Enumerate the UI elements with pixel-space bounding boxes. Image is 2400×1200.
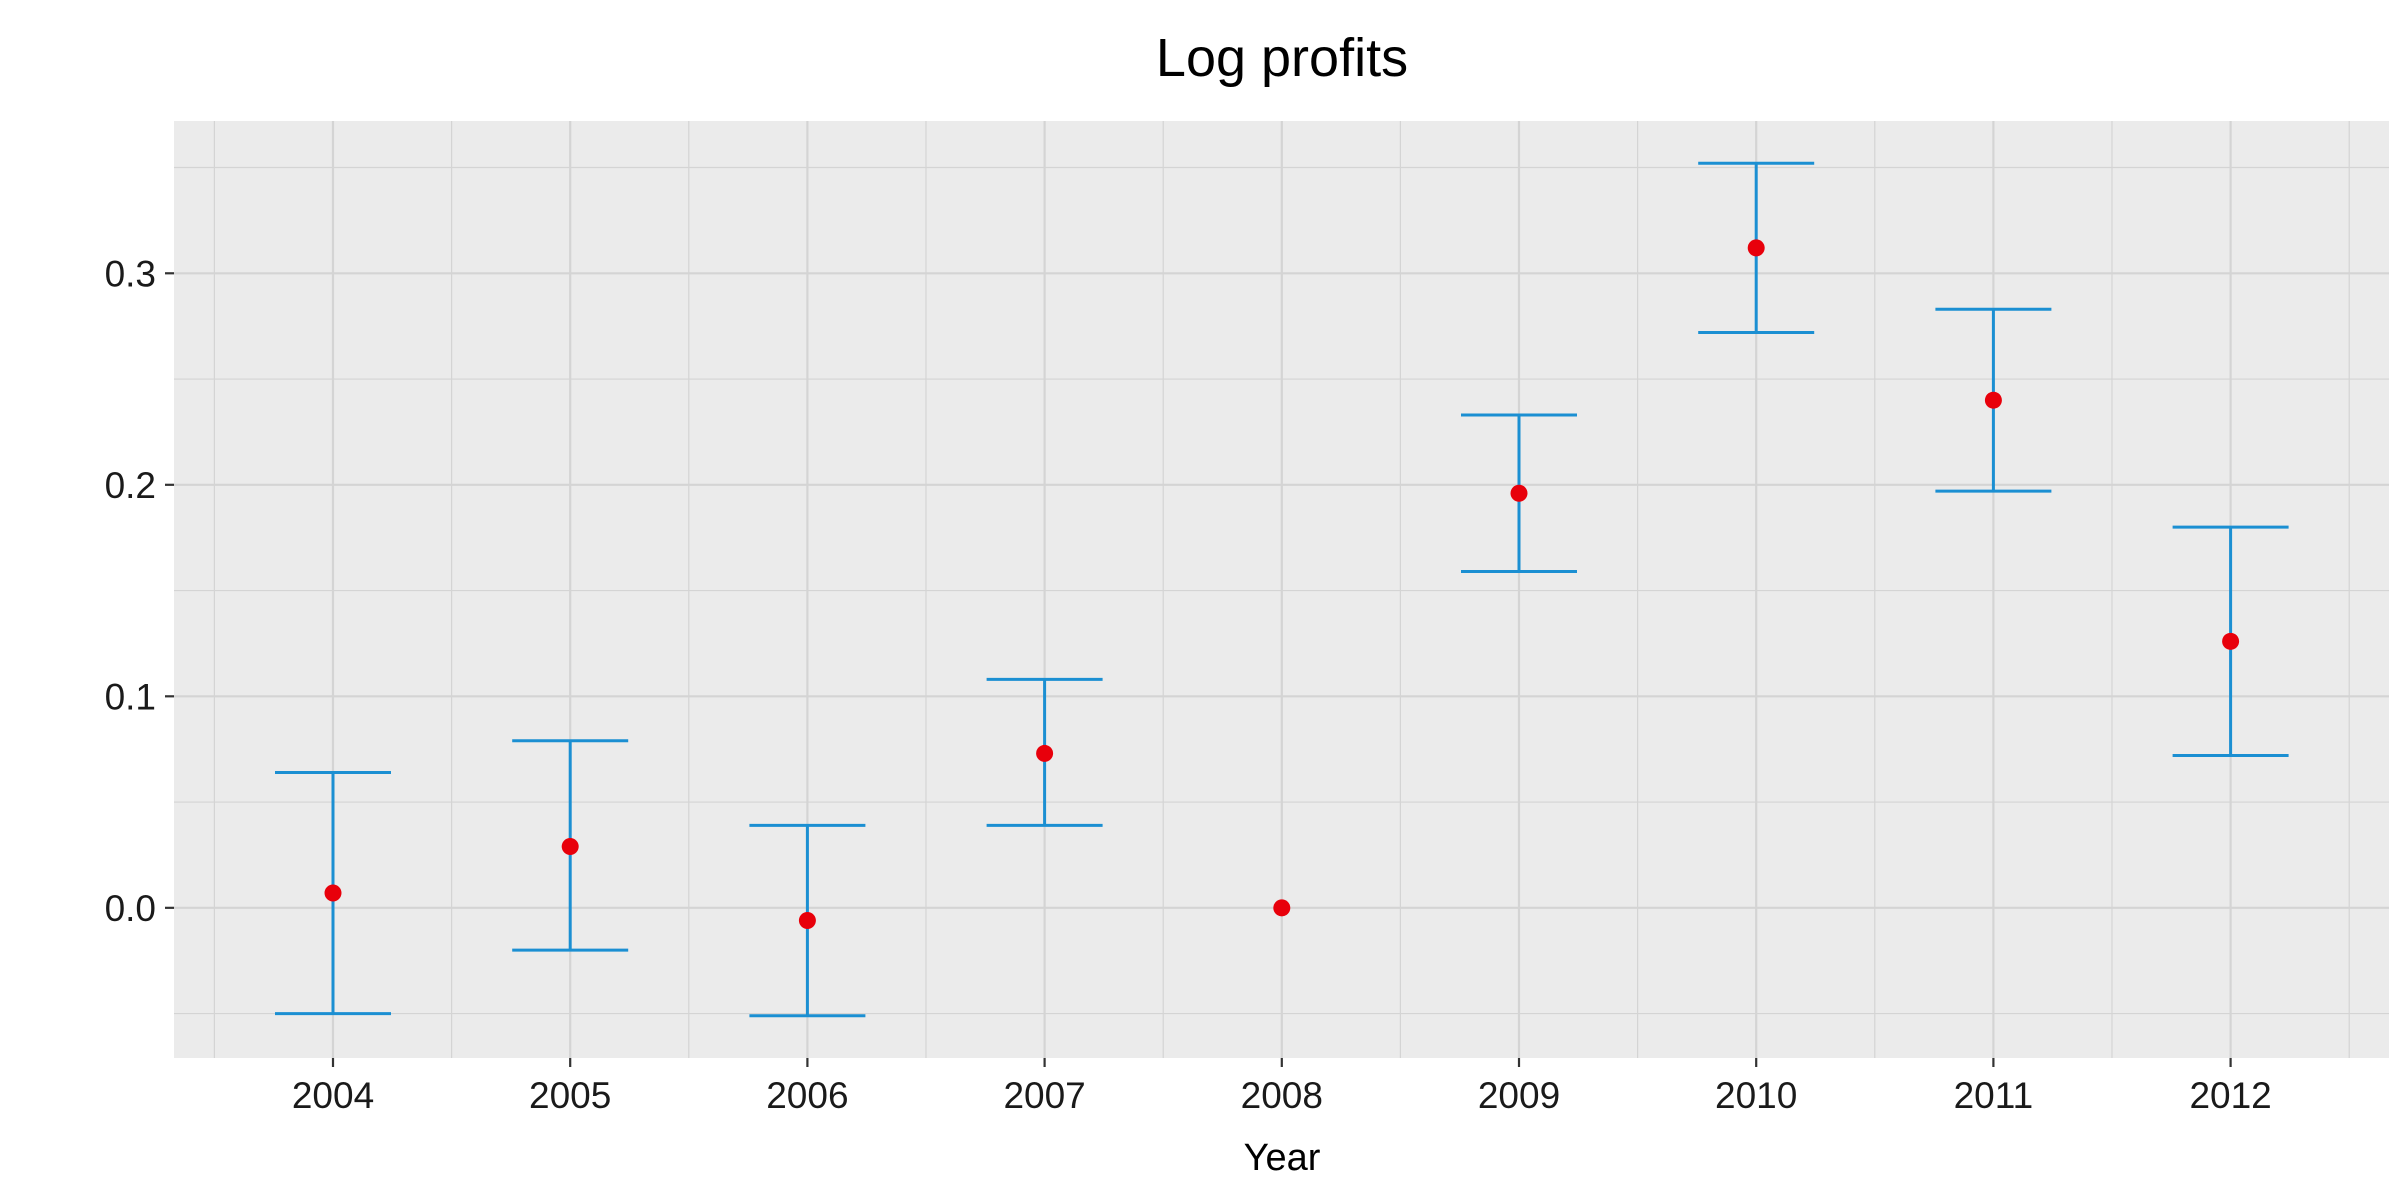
x-tick-label: 2009 [1478,1075,1560,1116]
point-2004 [324,884,342,902]
x-axis-label: Year [1244,1137,1321,1179]
x-tick-label: 2010 [1715,1075,1797,1116]
point-2012 [2222,632,2240,650]
point-2005 [561,837,579,855]
x-tick-label: 2008 [1241,1075,1323,1116]
point-2011 [1984,391,2002,409]
x-tick-label: 2011 [1954,1075,2034,1116]
chart-title: Log profits [1156,28,1408,88]
y-tick-label: 0.1 [105,676,156,717]
x-tick-label: 2005 [529,1075,611,1116]
point-2008 [1273,899,1291,917]
y-tick-label: 0.3 [105,253,156,294]
y-tick-label: 0.2 [105,465,156,506]
y-axis: 0.0 0.1 0.2 0.3 [105,253,174,929]
x-tick-label: 2004 [292,1075,374,1116]
y-tick-label: 0.0 [105,888,156,929]
point-2006 [798,912,816,930]
x-axis: 2004 2005 2006 2007 2008 2009 2010 2011 2012 [292,1058,2272,1116]
data-points [324,239,2240,930]
x-tick-label: 2012 [2189,1075,2271,1116]
point-2009 [1510,484,1528,502]
point-2010 [1747,239,1765,257]
x-tick-label: 2006 [766,1075,848,1116]
x-tick-label: 2007 [1003,1075,1085,1116]
point-2007 [1036,744,1054,762]
